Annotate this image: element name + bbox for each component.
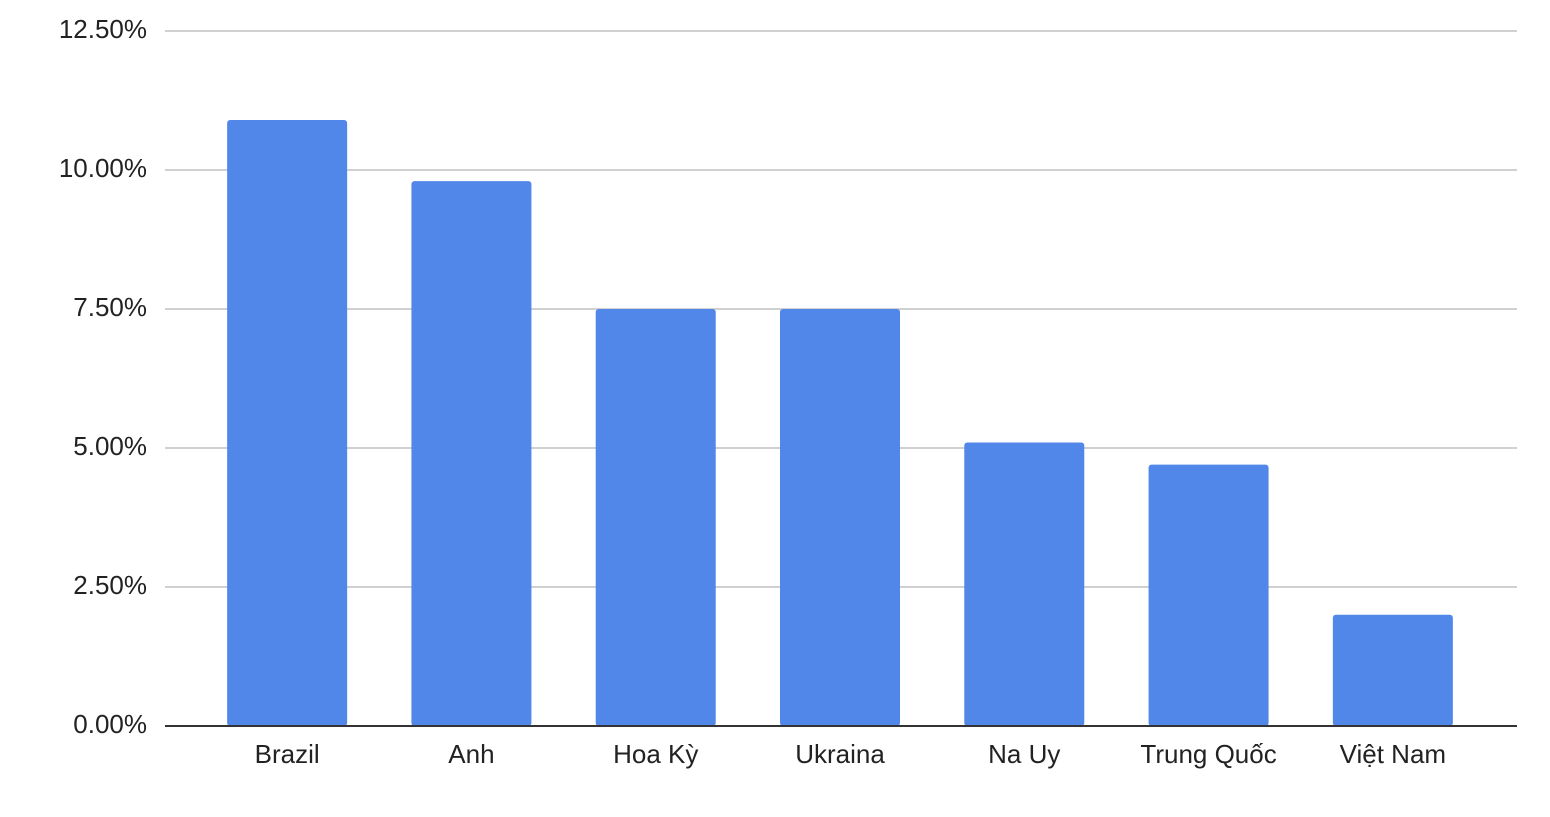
x-tick-label: Hoa Kỳ (613, 739, 698, 769)
x-tick-label: Na Uy (988, 739, 1060, 769)
y-tick-label: 5.00% (73, 431, 147, 461)
x-tick-label: Trung Quốc (1140, 739, 1276, 769)
x-tick-label: Việt Nam (1340, 739, 1446, 769)
y-tick-label: 10.00% (59, 153, 147, 183)
y-tick-label: 12.50% (59, 14, 147, 44)
y-tick-label: 2.50% (73, 570, 147, 600)
bar (964, 442, 1085, 726)
bar (227, 119, 348, 726)
bar (1332, 614, 1453, 726)
x-tick-label: Brazil (255, 739, 320, 769)
bar (595, 309, 716, 726)
x-tick-label: Anh (448, 739, 494, 769)
y-tick-label: 0.00% (73, 709, 147, 739)
bar (411, 181, 532, 726)
x-tick-label: Ukraina (795, 739, 885, 769)
y-tick-label: 7.50% (73, 292, 147, 322)
bar (1148, 464, 1269, 726)
bar (780, 309, 900, 726)
